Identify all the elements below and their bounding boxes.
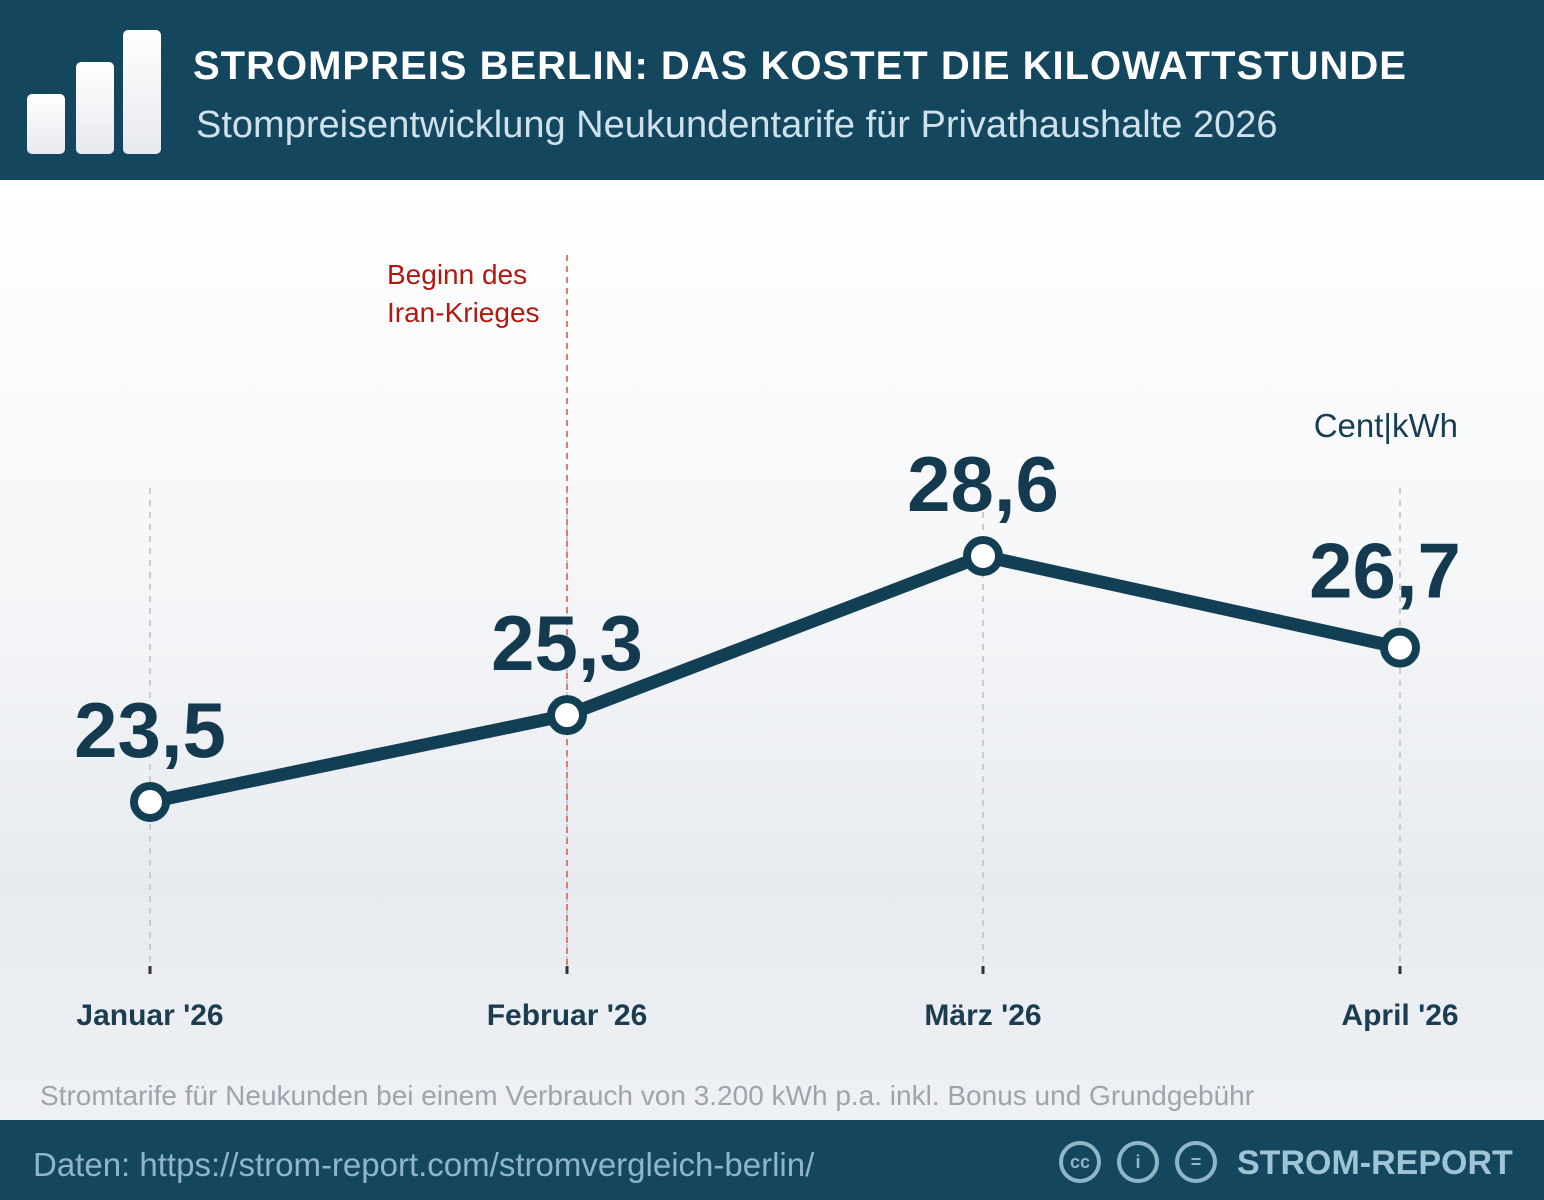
annotation-text: Beginn des [387,259,527,290]
nd-icon: = [1175,1141,1217,1183]
data-label: 25,3 [491,599,643,687]
chart-subtitle: Stompreisentwicklung Neukundentarife für… [196,104,1278,146]
data-label: 23,5 [74,686,226,774]
data-point [130,782,170,822]
header: STROMPREIS BERLIN: DAS KOSTET DIE KILOWA… [0,0,1544,180]
x-tick-label: Februar '26 [487,999,648,1032]
footnote: Stromtarife für Neukunden bei einem Verb… [40,1080,1255,1111]
cc-icon: cc [1059,1141,1101,1183]
data-label: 26,7 [1309,527,1461,615]
annotation-text: Iran-Krieges [387,297,540,328]
chart-background [0,180,1544,1120]
data-point [547,695,587,736]
series-line [148,549,1402,809]
bar-chart-logo-icon [27,28,163,156]
x-tick-label: März '26 [924,999,1041,1032]
data-source-link[interactable]: Daten: https://strom-report.com/stromver… [33,1146,815,1183]
data-point [963,535,1003,576]
brand-name: STROM-REPORT [1237,1144,1513,1182]
unit-label: Cent|kWh [1314,407,1458,444]
data-label: 28,6 [907,440,1059,528]
chart-title: STROMPREIS BERLIN: DAS KOSTET DIE KILOWA… [193,44,1407,88]
x-tick-label: April '26 [1341,999,1458,1032]
by-icon: i [1117,1141,1159,1183]
x-tick-label: Januar '26 [76,999,223,1032]
data-point [1380,627,1420,668]
footer [0,1120,1544,1200]
